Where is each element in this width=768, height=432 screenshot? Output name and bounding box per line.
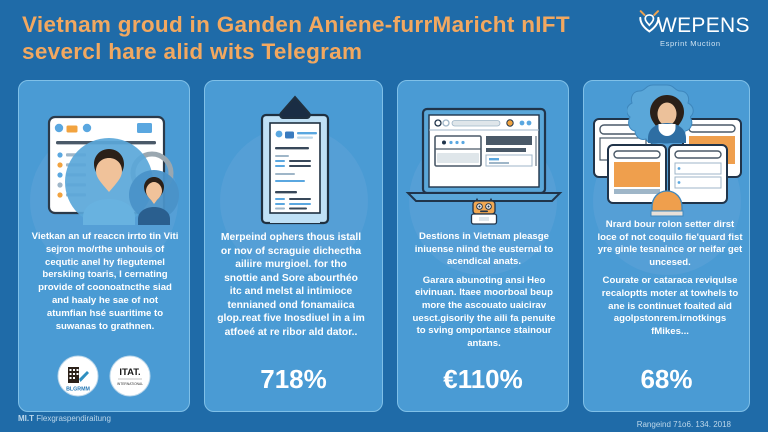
svg-text:INTERNATIONAL: INTERNATIONAL xyxy=(117,382,143,386)
svg-text:BLGRMM: BLGRMM xyxy=(66,387,90,393)
svg-text:ITAT.: ITAT. xyxy=(119,367,140,378)
